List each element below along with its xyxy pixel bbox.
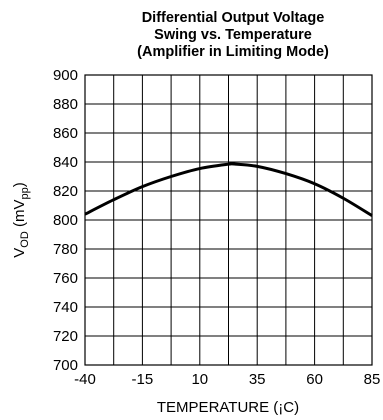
y-axis-label-sub1: OD	[19, 231, 31, 248]
y-tick-label: 800	[53, 212, 78, 229]
y-tick-label: 700	[53, 357, 78, 374]
x-tick-label: 60	[306, 371, 323, 388]
x-tick-label: 10	[191, 371, 208, 388]
y-axis-label-mid: (mV	[11, 200, 28, 232]
y-tick-label: 820	[53, 183, 78, 200]
plot-frame	[84, 74, 373, 366]
y-tick-label: 740	[53, 299, 78, 316]
x-tick-labels: -40 -15 10 35 60 85	[74, 371, 380, 388]
chart-title-line-1: Differential Output Voltage	[142, 10, 325, 26]
x-tick-label: 35	[249, 371, 266, 388]
y-tick-label: 880	[53, 96, 78, 113]
y-axis-label: VOD (mVpp)	[11, 182, 31, 257]
x-tick-label: -15	[132, 371, 154, 388]
y-tick-label: 860	[53, 125, 78, 142]
chart-title-line-2: Swing vs. Temperature	[154, 27, 312, 43]
y-tick-label: 720	[53, 328, 78, 345]
y-axis-label-sub2: pp	[19, 187, 31, 199]
y-axis-label-main: V	[11, 248, 28, 258]
y-tick-label: 900	[53, 67, 78, 84]
y-axis-label-end: )	[11, 182, 28, 187]
grid	[85, 75, 372, 365]
x-tick-label: -40	[74, 371, 96, 388]
y-tick-labels: 700 720 740 760 780 800 820 840 860 880 900	[53, 67, 78, 374]
x-axis-label: TEMPERATURE (¡C)	[157, 399, 299, 416]
x-tick-label: 85	[364, 371, 381, 388]
y-tick-label: 780	[53, 241, 78, 258]
y-tick-label: 840	[53, 154, 78, 171]
chart-title-line-3: (Amplifier in Limiting Mode)	[137, 44, 329, 60]
y-tick-label: 760	[53, 270, 78, 287]
series-line-vod	[84, 162, 373, 217]
